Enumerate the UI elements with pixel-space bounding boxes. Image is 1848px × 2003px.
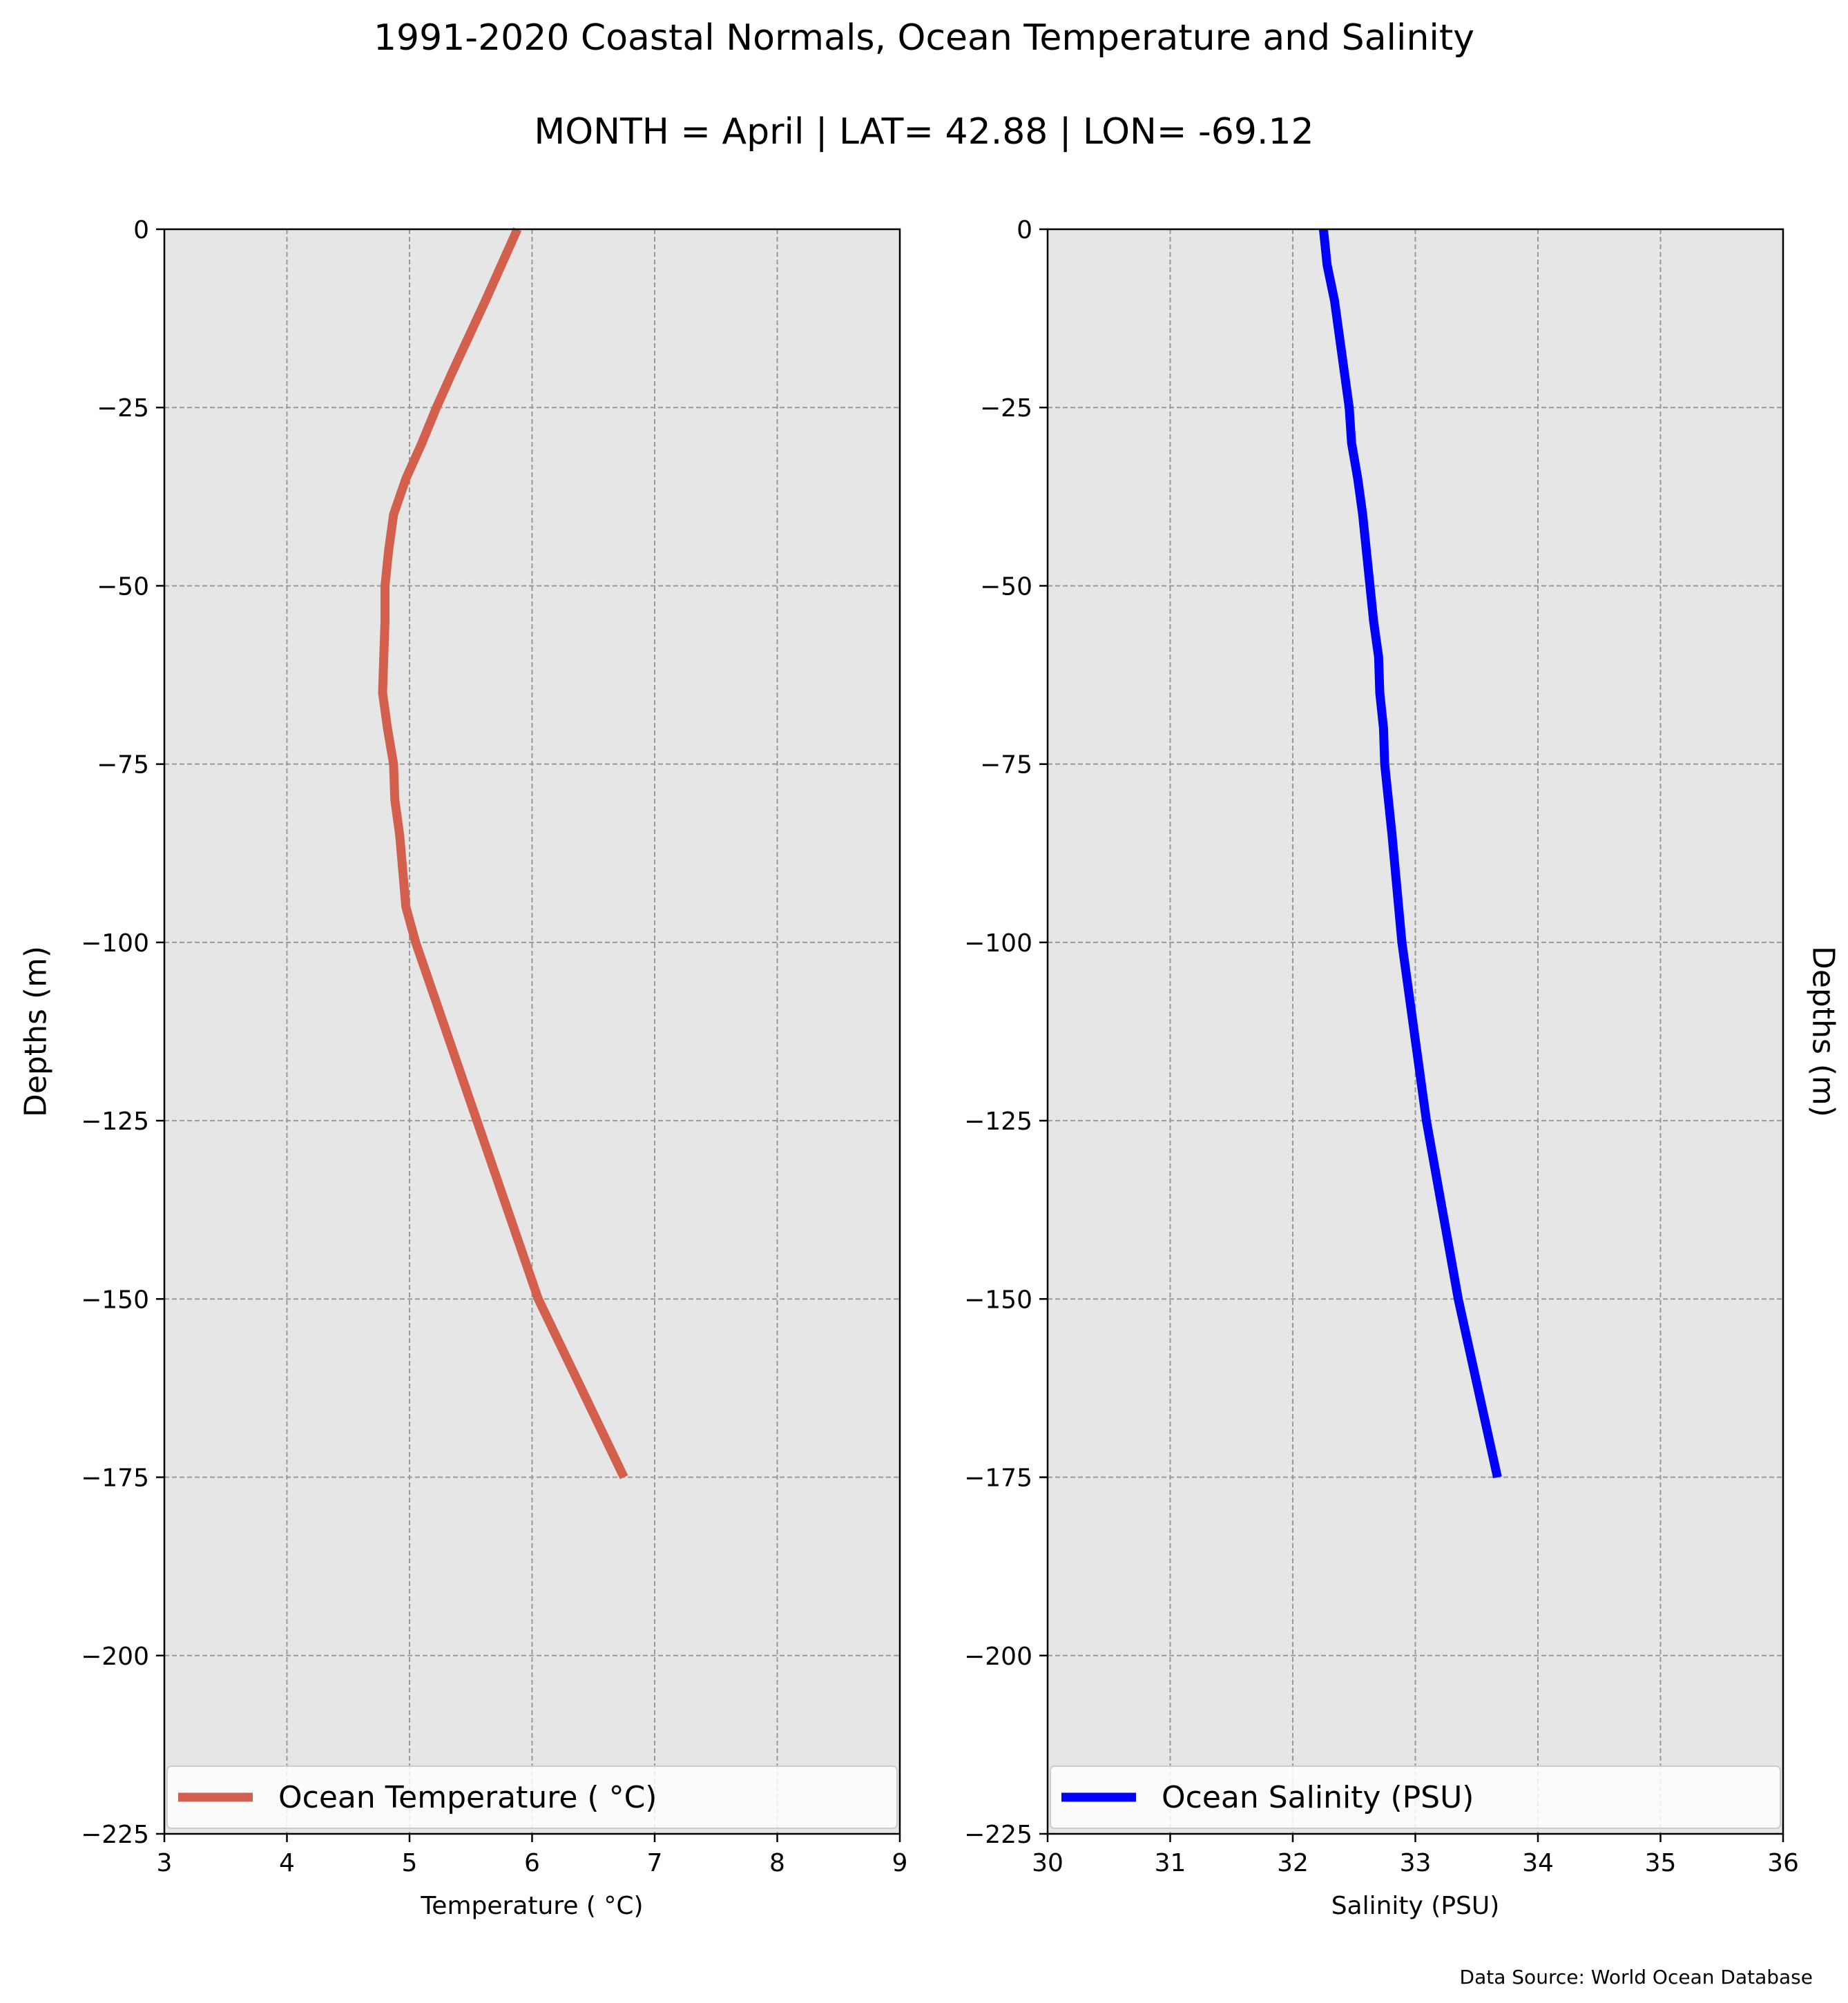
temperature-y-tick-label: −175 [81,1464,149,1493]
salinity-x-axis-label: Salinity (PSU) [1331,1892,1500,1920]
temperature-y-axis-label: Depths (m) [19,946,54,1117]
salinity-panel: 30 31 32 33 34 35 36 0 −25 −50 −75 −100 −125 −150 −175… [964,216,1840,1920]
temperature-y-tick-label: −225 [81,1821,149,1849]
salinity-y-tick-label: −150 [964,1286,1032,1314]
temperature-y-tick-label: −75 [97,751,149,780]
temperature-legend-label: Ocean Temperature ( °C) [278,1780,657,1815]
temperature-x-tick-label: 6 [524,1849,540,1877]
chart-subtitle: MONTH = April | LAT= 42.88 | LON= -69.12 [534,111,1313,153]
salinity-y-tick-label: −225 [964,1821,1032,1849]
salinity-x-tick-label: 32 [1277,1849,1309,1877]
temperature-y-tick-label: −25 [97,394,149,423]
salinity-y-axis-label: Depths (m) [1806,946,1841,1117]
temperature-x-tick-label: 8 [769,1849,785,1877]
chart-title: 1991-2020 Coastal Normals, Ocean Tempera… [374,17,1474,59]
temperature-panel: 3 4 5 6 7 8 9 0 −25 −50 −75 −100 −125 −150 −175 −200 −22… [19,216,908,1920]
salinity-x-tick-label: 33 [1400,1849,1432,1877]
temperature-x-tick-label: 5 [402,1849,418,1877]
salinity-y-tick-label: −200 [964,1643,1032,1671]
temperature-legend-box [166,1765,898,1829]
salinity-y-tick-label: −75 [980,751,1032,780]
salinity-y-tick-label: −100 [964,929,1032,958]
salinity-x-tick-label: 35 [1645,1849,1677,1877]
temperature-x-tick-label: 7 [647,1849,663,1877]
salinity-legend-box [1050,1765,1781,1829]
temperature-x-tick-label: 4 [279,1849,295,1877]
salinity-x-tick-label: 30 [1032,1849,1063,1877]
data-source-note: Data Source: World Ocean Database [1460,1966,1813,1989]
salinity-y-tick-label: −50 [980,572,1032,601]
salinity-x-tick-label: 36 [1767,1849,1799,1877]
salinity-x-tick-label: 31 [1155,1849,1186,1877]
temperature-y-tick-label: −100 [81,929,149,958]
temperature-y-tick-label: −150 [81,1286,149,1314]
temperature-y-tick-label: −200 [81,1643,149,1671]
temperature-y-tick-label: −50 [97,572,149,601]
salinity-y-tick-label: −175 [964,1464,1032,1493]
salinity-legend-label: Ocean Salinity (PSU) [1162,1780,1474,1815]
temperature-series-line [378,227,628,1480]
salinity-y-tick-label: −125 [964,1107,1032,1136]
salinity-series-line [1318,229,1502,1478]
salinity-y-tick-label: −25 [980,394,1032,423]
salinity-x-tick-label: 34 [1522,1849,1554,1877]
salinity-y-tick-label: 0 [1017,216,1032,244]
temperature-y-tick-label: −125 [81,1107,149,1136]
temperature-x-tick-label: 9 [892,1849,908,1877]
temperature-x-axis-label: Temperature ( °C) [420,1892,643,1920]
temperature-x-tick-label: 3 [157,1849,173,1877]
temperature-y-tick-label: 0 [133,216,149,244]
